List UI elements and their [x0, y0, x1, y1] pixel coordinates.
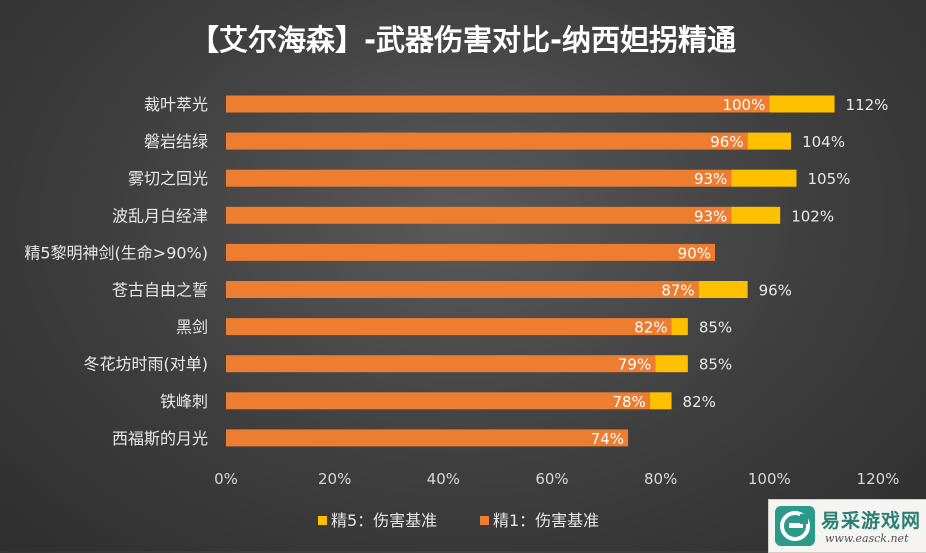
- chart-title: 【艾尔海森】-武器伤害对比-纳西妲拐精通: [190, 23, 736, 57]
- bar-r1-8: [226, 392, 650, 410]
- bars-group: 100% 112% 96% 104% 93% 105% 93% 102% 90% 87% 96% 82…: [226, 95, 889, 448]
- category-label-7: 冬花坊时雨(对单): [84, 355, 209, 374]
- data-label-r1-9: 74%: [591, 430, 624, 448]
- watermark: 易采游戏网 www.easck.net: [768, 499, 926, 553]
- data-label-r5-8: 82%: [683, 393, 716, 411]
- bar-r1-9: [226, 429, 629, 447]
- category-label-4: 精5黎明神剑(生命>90%): [24, 243, 208, 262]
- data-label-r5-3: 102%: [791, 207, 834, 225]
- bar-r1-0: [226, 95, 770, 113]
- bar-r1-4: [226, 243, 715, 261]
- category-label-5: 苍古自由之誓: [112, 281, 208, 300]
- category-label-8: 铁峰刺: [160, 392, 208, 411]
- data-label-r5-2: 105%: [808, 170, 851, 188]
- data-label-r5-5: 96%: [759, 282, 792, 300]
- data-label-r1-8: 78%: [612, 393, 645, 411]
- bar-r5-8: [649, 392, 672, 410]
- data-label-r1-6: 82%: [634, 319, 667, 337]
- bar-r5-1: [747, 132, 792, 150]
- category-label-0: 裁叶萃光: [144, 95, 208, 114]
- legend-swatch-r5: [318, 516, 327, 525]
- category-label-3: 波乱月白经津: [112, 206, 208, 225]
- data-label-r5-1: 104%: [802, 133, 845, 151]
- category-label-2: 雾切之回光: [128, 169, 208, 188]
- watermark-logo-icon: [775, 506, 815, 546]
- data-label-r1-0: 100%: [722, 96, 765, 114]
- bar-r1-3: [226, 206, 732, 224]
- legend-label-r5: 精5：伤害基准: [331, 511, 437, 530]
- bar-r5-3: [731, 206, 781, 224]
- bar-r1-1: [226, 132, 748, 150]
- legend-swatch-r1: [480, 516, 489, 525]
- legend: 精5：伤害基准 精1：伤害基准: [318, 511, 599, 530]
- x-tick-label-1: 20%: [318, 470, 351, 488]
- x-tick-label-3: 60%: [535, 470, 568, 488]
- x-tick-label-6: 120%: [857, 470, 900, 488]
- category-label-1: 磐岩结绿: [144, 132, 208, 151]
- category-label-6: 黑剑: [176, 318, 208, 337]
- bar-r5-5: [698, 281, 748, 298]
- x-tick-label-5: 100%: [748, 470, 791, 488]
- x-tick-label-0: 0%: [214, 470, 238, 488]
- bar-r5-7: [655, 355, 688, 373]
- data-label-r1-1: 96%: [710, 133, 743, 151]
- watermark-url: www.easck.net: [825, 532, 909, 545]
- x-tick-labels: 0% 20% 40% 60% 80% 100% 120%: [214, 470, 899, 488]
- legend-label-r1: 精1：伤害基准: [493, 511, 599, 530]
- data-label-r1-5: 87%: [661, 282, 694, 300]
- x-tick-label-4: 80%: [644, 470, 677, 488]
- data-label-r1-2: 93%: [694, 170, 727, 188]
- watermark-name: 易采游戏网: [821, 510, 922, 532]
- bar-r1-5: [226, 281, 699, 298]
- data-label-r1-7: 79%: [618, 356, 651, 374]
- category-label-9: 西福斯的月光: [112, 429, 208, 448]
- data-label-r5-6: 85%: [699, 319, 732, 337]
- bar-r5-6: [671, 318, 688, 336]
- bar-r1-7: [226, 355, 656, 373]
- bar-r1-2: [226, 169, 732, 187]
- bar-r1-6: [226, 318, 672, 336]
- data-label-r5-7: 85%: [699, 356, 732, 374]
- data-label-r5-0: 112%: [846, 96, 889, 114]
- data-label-r1-4: 90%: [678, 244, 711, 262]
- bar-r5-0: [769, 95, 835, 113]
- x-tick-label-2: 40%: [427, 470, 460, 488]
- bar-r5-2: [731, 169, 797, 187]
- data-label-r1-3: 93%: [694, 207, 727, 225]
